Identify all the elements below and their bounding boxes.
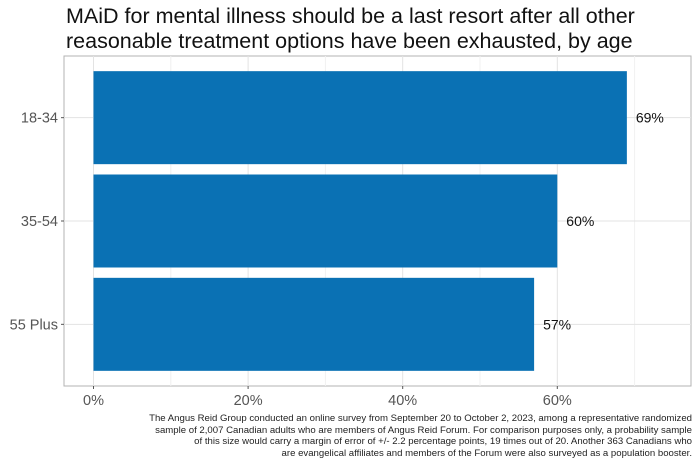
x-tick-label: 20% <box>234 393 263 409</box>
chart-title-line-1: MAiD for mental illness should be a last… <box>66 4 635 28</box>
survey-methodology-note: The Angus Reid Group conducted an online… <box>92 413 692 459</box>
caption-line-3: of this size would carry a margin of err… <box>194 436 692 448</box>
caption-line-1: The Angus Reid Group conducted an online… <box>149 413 692 424</box>
bar-value-label: 60% <box>566 213 594 229</box>
bar-value-label: 69% <box>636 110 664 126</box>
caption-line-4: are evangelical affiliates and members o… <box>281 447 692 459</box>
y-tick-label: 18-34 <box>21 111 58 127</box>
y-tick-label: 55 Plus <box>10 317 58 333</box>
y-axis-labels: 18-34 35-54 55 Plus <box>10 111 58 334</box>
bars <box>93 71 627 371</box>
bar <box>93 174 558 268</box>
value-labels: 69% 60% 57% <box>543 110 664 333</box>
y-tick-label: 35-54 <box>21 214 58 230</box>
chart-title-line-2: reasonable treatment options have been e… <box>66 29 633 53</box>
x-tick-label: 40% <box>388 393 417 409</box>
y-axis-ticks <box>61 117 64 325</box>
bar-value-label: 57% <box>543 316 571 332</box>
bar <box>93 71 627 165</box>
x-tick-label: 60% <box>543 393 572 409</box>
caption-line-2: sample of 2,007 Canadian adults who are … <box>155 424 692 436</box>
x-axis-ticks <box>93 386 558 389</box>
x-tick-label: 0% <box>83 393 104 409</box>
bar <box>93 277 535 371</box>
chart-title: MAiD for mental illness should be a last… <box>66 4 691 54</box>
x-axis-labels: 0% 20% 40% 60% <box>83 393 572 409</box>
